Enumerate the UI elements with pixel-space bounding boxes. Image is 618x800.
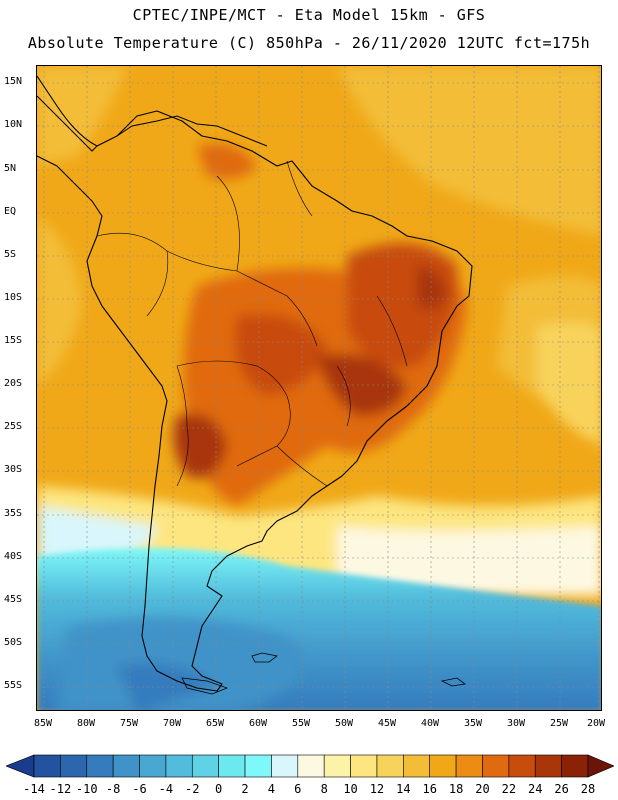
lat-label-20s: 20S bbox=[4, 378, 23, 389]
lon-label-55w: 55W bbox=[291, 718, 311, 729]
colorbar-swatch bbox=[429, 754, 457, 778]
colorbar-label: 2 bbox=[241, 782, 249, 796]
colorbar-label: -10 bbox=[75, 782, 98, 796]
colorbar-label: 0 bbox=[215, 782, 223, 796]
title-line-1: CPTEC/INPE/MCT - Eta Model 15km - GFS bbox=[132, 6, 486, 24]
lat-label-10s: 10S bbox=[4, 292, 23, 303]
colorbar-swatch bbox=[191, 754, 219, 778]
lon-label-40w: 40W bbox=[420, 718, 440, 729]
lat-label-25s: 25S bbox=[4, 421, 23, 432]
lon-label-60w: 60W bbox=[248, 718, 268, 729]
lat-label-5n: 5N bbox=[4, 163, 17, 174]
lon-label-25w: 25W bbox=[549, 718, 569, 729]
colorbar-max-arrow bbox=[587, 754, 614, 778]
colorbar-label: 12 bbox=[369, 782, 385, 796]
colorbar-swatch bbox=[323, 754, 351, 778]
lon-label-50w: 50W bbox=[334, 718, 354, 729]
south-georgia bbox=[440, 677, 467, 687]
colorbar-swatch bbox=[60, 754, 88, 778]
colorbar-label: 14 bbox=[396, 782, 411, 796]
colorbar-label: 16 bbox=[422, 782, 437, 796]
lat-label-40s: 40S bbox=[4, 551, 23, 562]
colorbar-swatch bbox=[244, 754, 272, 778]
lat-label-55s: 55S bbox=[4, 680, 23, 691]
lon-label-45w: 45W bbox=[377, 718, 397, 729]
cold-core-patches bbox=[57, 618, 304, 710]
colorbar-swatch bbox=[403, 754, 431, 778]
colorbar-label: -4 bbox=[158, 782, 174, 796]
colorbar-label: 6 bbox=[294, 782, 302, 796]
colorbar-swatch bbox=[534, 754, 562, 778]
colorbar-label: 18 bbox=[448, 782, 464, 796]
colorbar-swatch bbox=[455, 754, 483, 778]
lat-label-5s: 5S bbox=[4, 249, 17, 260]
lat-lon-gridlines bbox=[37, 66, 601, 710]
colorbar-label: -8 bbox=[105, 782, 121, 796]
lon-label-35w: 35W bbox=[463, 718, 483, 729]
colorbar-label: 8 bbox=[320, 782, 328, 796]
south-america-coastline bbox=[37, 75, 473, 692]
colorbar-label: -14 bbox=[23, 782, 45, 796]
colorbar-swatch bbox=[482, 754, 510, 778]
falkland-islands bbox=[251, 652, 278, 663]
colorbar-swatch bbox=[271, 754, 299, 778]
colorbar-swatch bbox=[139, 754, 167, 778]
colorbar-label: 10 bbox=[343, 782, 358, 796]
colorbar-swatch bbox=[218, 754, 246, 778]
map-canvas bbox=[37, 66, 601, 710]
colorbar-swatch bbox=[508, 754, 536, 778]
colorbar-swatch bbox=[165, 754, 193, 778]
colorbar-label: 28 bbox=[580, 782, 596, 796]
lat-label-50s: 50S bbox=[4, 637, 23, 648]
lat-label-35s: 35S bbox=[4, 508, 23, 519]
hot-core-field bbox=[173, 143, 467, 506]
colorbar-swatch bbox=[112, 754, 140, 778]
colorbar-label: 4 bbox=[267, 782, 276, 796]
north-field-patches bbox=[37, 66, 601, 446]
tierra-del-fuego bbox=[181, 677, 229, 695]
central-america bbox=[37, 95, 98, 152]
colorbar-swatch bbox=[297, 754, 325, 778]
temperature-map bbox=[36, 65, 602, 711]
lat-label-15s: 15S bbox=[4, 335, 23, 346]
lon-label-80w: 80W bbox=[76, 718, 96, 729]
caribbean-coast bbox=[116, 115, 268, 147]
country-borders bbox=[96, 160, 408, 487]
lat-label-eq: EQ bbox=[4, 206, 17, 217]
colorbar-swatch bbox=[33, 754, 61, 778]
colorbar-label: -12 bbox=[49, 782, 72, 796]
lat-label-10n: 10N bbox=[4, 119, 23, 130]
lon-label-70w: 70W bbox=[162, 718, 182, 729]
colorbar-swatch bbox=[86, 754, 114, 778]
lat-label-30s: 30S bbox=[4, 464, 23, 475]
colorbar-min-arrow bbox=[6, 754, 35, 778]
lon-label-30w: 30W bbox=[506, 718, 526, 729]
lon-label-20w: 20W bbox=[586, 718, 606, 729]
title-line-2: Absolute Temperature (C) 850hPa - 26/11/… bbox=[27, 34, 591, 52]
colorbar-label: -6 bbox=[132, 782, 147, 796]
lon-label-85w: 85W bbox=[33, 718, 53, 729]
lon-label-75w: 75W bbox=[119, 718, 139, 729]
colorbar-swatch bbox=[376, 754, 404, 778]
colorbar-label: 24 bbox=[528, 782, 543, 796]
colorbar-swatch bbox=[561, 754, 589, 778]
lat-label-15n: 15N bbox=[4, 76, 23, 87]
colorbar-label: -2 bbox=[185, 782, 200, 796]
colorbar bbox=[6, 754, 614, 778]
lon-label-65w: 65W bbox=[205, 718, 225, 729]
lat-label-45s: 45S bbox=[4, 594, 23, 605]
colorbar-swatch bbox=[350, 754, 378, 778]
colorbar-label: 20 bbox=[475, 782, 490, 796]
colorbar-label: 26 bbox=[554, 782, 569, 796]
colorbar-label: 22 bbox=[501, 782, 517, 796]
